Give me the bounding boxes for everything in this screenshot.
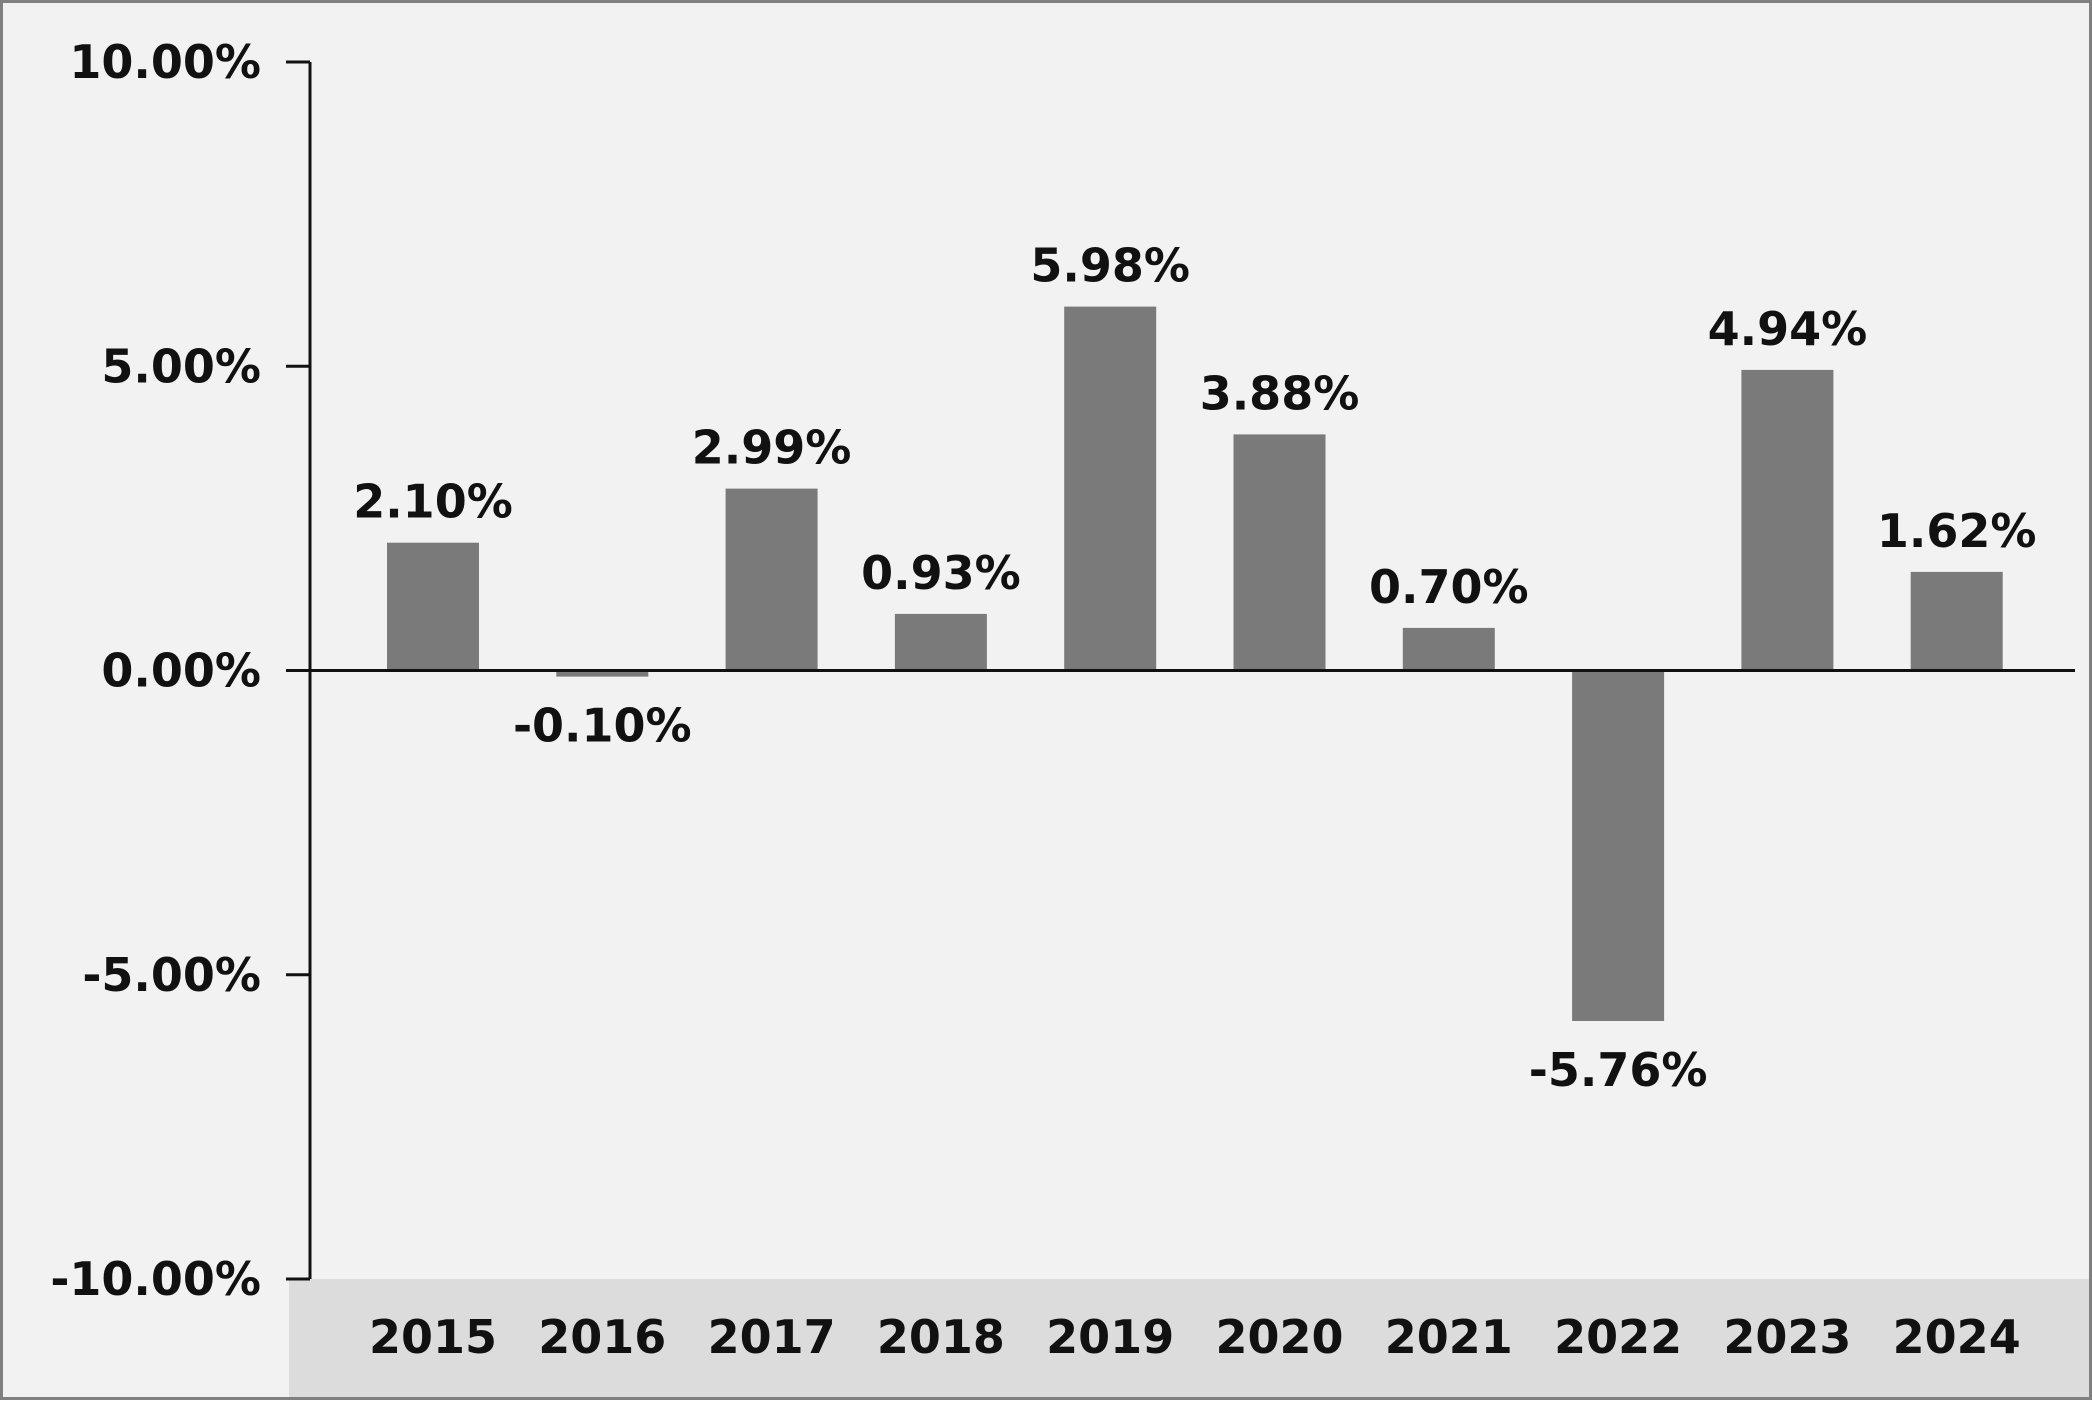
category-band [289,1279,2089,1397]
category-label-2019: 2019 [1046,1310,1174,1364]
category-label-2018: 2018 [877,1310,1005,1364]
category-label-2016: 2016 [538,1310,666,1364]
category-label-2022: 2022 [1554,1310,1682,1364]
category-label-2023: 2023 [1723,1310,1851,1364]
bar-chart: 10.00% 5.00% 0.00% -5.00% -10.00% 2.10% -0.10%… [50,35,2089,1397]
axis-layer [286,60,2075,1281]
category-label-2015: 2015 [369,1310,497,1364]
data-label-2023: 4.94% [1708,302,1868,356]
bar-2023 [1741,369,1834,671]
data-label-2021: 0.70% [1369,560,1529,614]
data-label-2015: 2.10% [353,475,513,529]
bars-layer [387,306,2003,1021]
bar-2017 [725,488,818,671]
bar-2022 [1572,670,1665,1021]
data-label-2024: 1.62% [1877,504,2037,558]
bar-2018 [894,613,987,671]
category-label-2024: 2024 [1893,1310,2021,1364]
data-label-2017: 2.99% [692,421,852,475]
y-tick-label: -5.00% [82,948,261,1002]
category-label-2021: 2021 [1385,1310,1513,1364]
bar-2024 [1910,571,2003,671]
bar-2020 [1233,434,1326,671]
y-tick-label: 5.00% [101,339,261,393]
bar-2019 [1064,306,1157,671]
data-label-2019: 5.98% [1030,239,1190,293]
data-label-2020: 3.88% [1200,366,1360,420]
y-tick-label: 0.00% [101,644,261,698]
bar-2021 [1402,627,1495,671]
data-label-2016: -0.10% [513,699,692,753]
y-tick-label: -10.00% [50,1252,261,1306]
labels-layer: 10.00% 5.00% 0.00% -5.00% -10.00% 2.10% -0.10%… [50,35,2036,1364]
bar-2015 [387,542,479,671]
category-label-2017: 2017 [708,1310,836,1364]
y-tick-label: 10.00% [69,35,261,89]
data-label-2022: -5.76% [1529,1043,1708,1097]
bar-2016 [556,670,649,677]
category-label-2020: 2020 [1215,1310,1343,1364]
data-label-2018: 0.93% [861,546,1021,600]
